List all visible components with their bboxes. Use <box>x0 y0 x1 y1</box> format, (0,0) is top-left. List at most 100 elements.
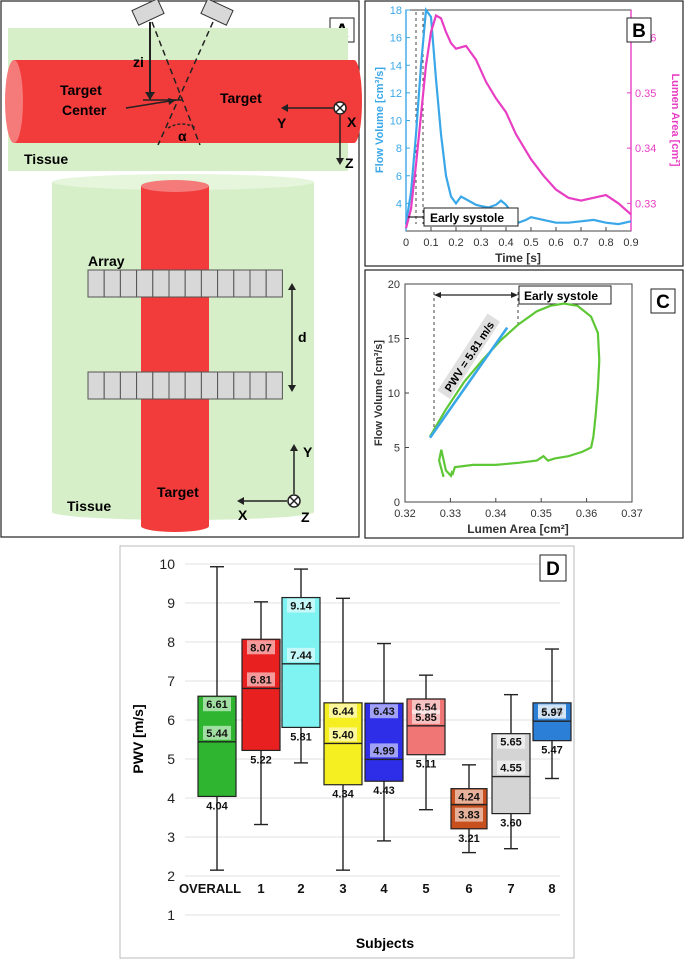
panel-c-y-ticks: 0 5 10 15 20 <box>388 279 409 509</box>
array-top <box>87 269 283 298</box>
axis-y-label-top: Y <box>277 115 287 131</box>
panel-b-y-right-tick-label: 0.35 <box>635 88 656 100</box>
transducer-right-icon <box>200 0 234 26</box>
panel-d-x-label: Subjects <box>356 935 415 951</box>
panel-d-box-group: 6.61 5.44 4.04 <box>197 566 237 871</box>
panel-d-value-label: 3.21 <box>458 833 479 845</box>
panel-b-y-label: Flow Volume [cm³/s] <box>374 67 386 173</box>
panel-d-value-label: 8.07 <box>250 642 271 654</box>
array-bottom <box>87 371 283 400</box>
panel-d-boxes: 6.61 5.44 4.04 8.07 6.81 5.22 9.14 7.44 5.81 6.44… <box>197 566 572 871</box>
panel-c-x-tick-label: 0.36 <box>576 508 597 520</box>
panel-d-box-group: 6.545.855.11 <box>406 674 446 811</box>
panel-d: 1 2 3 4 5 6 7 8 9 10 6.61 5.44 4.04 8.07 6.81 5.22 9.14… <box>119 545 575 959</box>
panel-c-y-tick-label: 10 <box>388 388 400 400</box>
panel-d-y-label: PWV [m/s] <box>130 704 146 773</box>
panel-d-category-label: 4 <box>380 881 388 896</box>
panel-d-value-label: 4.55 <box>500 763 521 775</box>
panel-d-y-ticks: 1 2 3 4 5 6 7 8 9 10 <box>159 556 175 923</box>
panel-c-arrowhead-right-icon <box>511 292 518 298</box>
axis-x-label-top: X <box>347 114 357 130</box>
panel-d-y-tick-label: 10 <box>159 556 175 572</box>
array-element <box>200 269 219 298</box>
vessel-top <box>5 60 362 143</box>
tissue-label-top: Tissue <box>24 151 68 167</box>
array-element <box>87 269 105 298</box>
panel-d-box-group: 9.14 7.44 5.81 <box>281 568 321 764</box>
panel-d-box-group: 8.07 6.81 5.22 <box>241 601 281 826</box>
panel-d-value-bg <box>247 672 275 687</box>
panel-d-y-tick-label: 5 <box>167 751 175 767</box>
panel-d-value-label: 3.60 <box>500 818 521 830</box>
array-element <box>233 269 251 298</box>
panel-c-x-ticks: 0.32 0.33 0.34 0.35 0.36 0.37 <box>394 498 643 520</box>
panel-c-x-tick-label: 0.32 <box>394 508 415 520</box>
panel-d-value-bg <box>497 760 525 775</box>
array-element <box>265 269 283 298</box>
array-element <box>119 269 138 298</box>
panel-d-value-bg <box>203 697 231 712</box>
axis-x-label-bottom: X <box>238 507 248 523</box>
panel-b-x-tick-label: 0.2 <box>448 237 463 249</box>
array-element <box>103 371 121 400</box>
panel-d-category-label: 8 <box>548 881 555 896</box>
target-label-top: Target <box>220 90 262 106</box>
panel-b-y-tick-label: 18 <box>390 5 402 17</box>
panel-d-y-tick-label: 4 <box>167 790 175 806</box>
panel-d-value-label: 4.99 <box>373 745 394 757</box>
panel-b-y-tick-label: 14 <box>390 60 402 72</box>
panel-d-value-label: 5.81 <box>290 731 311 743</box>
panel-d-value-bg <box>370 743 398 758</box>
panel-d-category-label: 3 <box>339 881 346 896</box>
array-element <box>265 371 283 400</box>
panel-b-x-tick-label: 0.7 <box>573 237 588 249</box>
target-center-arrowhead-icon <box>168 98 176 105</box>
panel-c-y-tick-label: 20 <box>388 279 400 291</box>
array-element <box>233 371 251 400</box>
panel-d-category-label: OVERALL <box>179 881 241 896</box>
panel-b-x-tick-label: 0.9 <box>623 237 638 249</box>
panel-b-letter-box <box>626 17 652 43</box>
panel-b-y-tick-label: 12 <box>390 88 402 100</box>
panel-b-y-tick-label: 16 <box>390 33 402 45</box>
array-element <box>152 269 170 298</box>
panel-d-value-label: 5.44 <box>206 728 228 740</box>
panel-b-y-right-label: Lumen Area [cm²] <box>669 73 681 166</box>
panel-b-x-label: Time [s] <box>495 251 541 265</box>
zi-arrowhead-icon <box>145 92 155 100</box>
panel-d-value-bg <box>370 704 398 719</box>
panel-d-box <box>197 695 237 798</box>
panel-d-letter-box <box>539 554 567 582</box>
panel-b-x-tick-label: 0.4 <box>498 237 513 249</box>
transducer-left-icon <box>131 0 165 26</box>
axis-z-label-bottom: Z <box>301 509 310 525</box>
beam-left <box>151 21 201 146</box>
panel-d-y-tick-label: 8 <box>167 634 175 650</box>
array-element <box>217 371 235 400</box>
panel-c-x-tick-label: 0.34 <box>485 508 506 520</box>
panel-d-value-bg <box>203 725 231 740</box>
panel-b-x-tick-label: 0.8 <box>598 237 613 249</box>
panel-d-value-label: 4.04 <box>206 800 228 812</box>
array-element <box>168 371 186 400</box>
panel-c-loop-line <box>429 302 601 478</box>
array-element <box>249 371 267 400</box>
array-element <box>249 269 267 298</box>
panel-d-value-label: 6.61 <box>206 699 227 711</box>
array-element <box>119 371 138 400</box>
panel-c-fit-line <box>428 326 509 439</box>
array-element <box>168 269 186 298</box>
zi-label: zi <box>133 54 144 70</box>
axes-glyph-top <box>281 101 347 165</box>
panel-d-box <box>281 596 321 729</box>
d-label: d <box>298 329 307 345</box>
array-element <box>152 371 170 400</box>
target-center-label-2: Center <box>62 102 107 118</box>
array-element <box>200 371 219 400</box>
panel-b-annotation: Early systole <box>430 211 504 225</box>
panel-d-category-label: 2 <box>297 881 304 896</box>
panel-c-y-tick-label: 5 <box>394 443 400 455</box>
panel-d-category-label: 5 <box>422 881 429 896</box>
panel-d-y-tick-label: 9 <box>167 595 175 611</box>
axis-z-label-top: Z <box>345 155 354 171</box>
